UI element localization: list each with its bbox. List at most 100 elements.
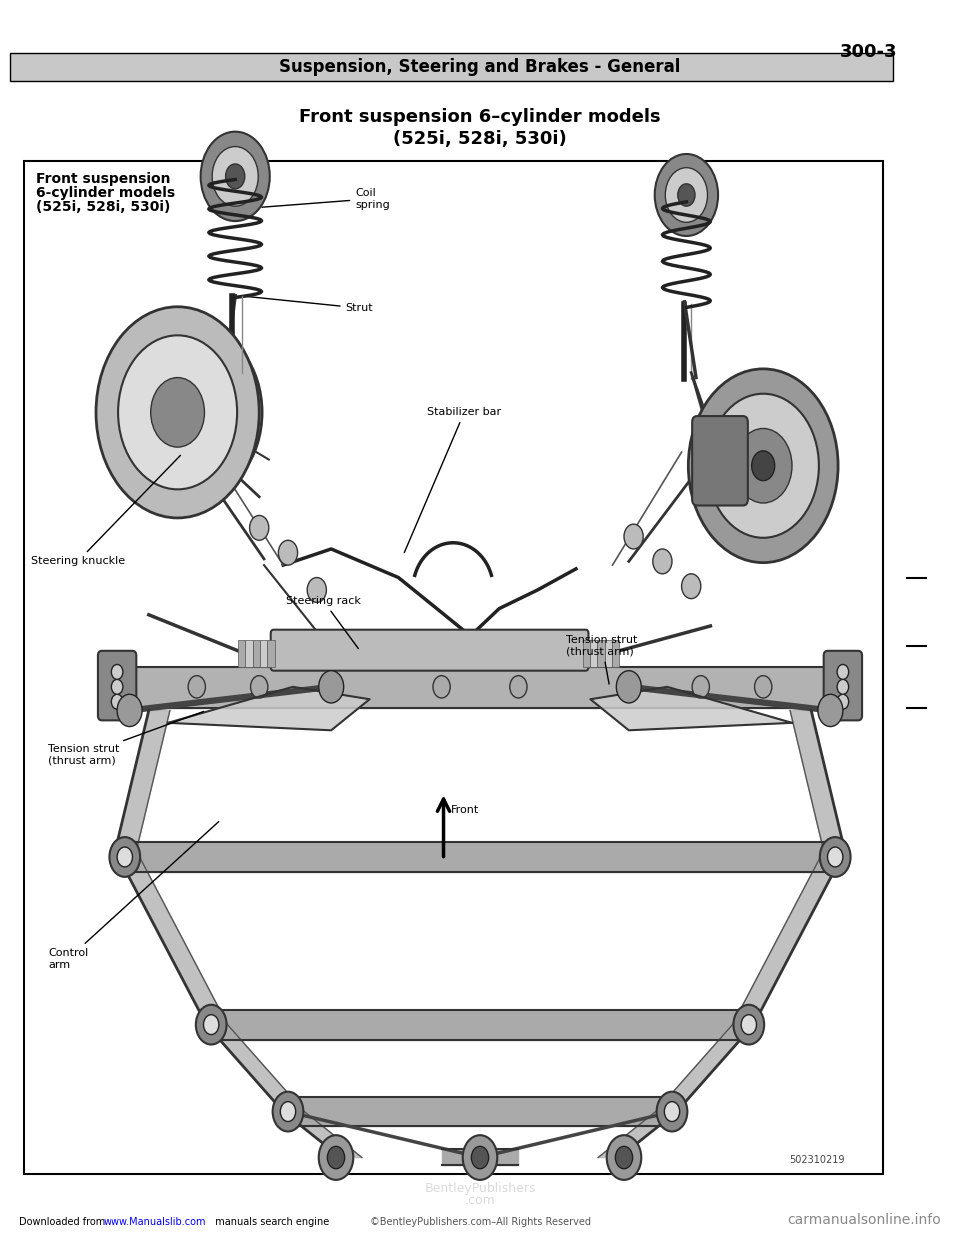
Text: Tension strut
(thrust arm): Tension strut (thrust arm) bbox=[48, 712, 204, 766]
Bar bbox=[583, 640, 590, 667]
Text: Suspension, Steering and Brakes - General: Suspension, Steering and Brakes - Genera… bbox=[279, 58, 681, 76]
Circle shape bbox=[828, 847, 843, 867]
Bar bbox=[605, 640, 612, 667]
Text: carmanualsonline.info: carmanualsonline.info bbox=[787, 1213, 941, 1227]
Bar bbox=[252, 640, 260, 667]
Text: Stabilizer bar: Stabilizer bar bbox=[404, 407, 501, 553]
Circle shape bbox=[733, 1005, 764, 1045]
Text: Steering rack: Steering rack bbox=[286, 596, 361, 648]
Circle shape bbox=[741, 1015, 756, 1035]
Circle shape bbox=[132, 328, 262, 497]
Circle shape bbox=[755, 676, 772, 698]
Circle shape bbox=[188, 676, 205, 698]
Circle shape bbox=[664, 1102, 680, 1122]
Circle shape bbox=[117, 694, 142, 727]
Bar bbox=[590, 640, 597, 667]
Bar bbox=[597, 640, 605, 667]
Polygon shape bbox=[590, 687, 792, 730]
Circle shape bbox=[837, 679, 849, 694]
Text: Steering knuckle: Steering knuckle bbox=[31, 456, 180, 566]
Circle shape bbox=[307, 578, 326, 602]
Text: (525i, 528i, 530i): (525i, 528i, 530i) bbox=[394, 130, 566, 148]
Circle shape bbox=[151, 378, 204, 447]
Circle shape bbox=[251, 676, 268, 698]
FancyBboxPatch shape bbox=[24, 161, 883, 1174]
FancyBboxPatch shape bbox=[824, 651, 862, 720]
Text: ©BentleyPublishers.com–All Rights Reserved: ©BentleyPublishers.com–All Rights Reserv… bbox=[370, 1217, 590, 1227]
Text: Control
arm: Control arm bbox=[48, 822, 219, 970]
Circle shape bbox=[692, 676, 709, 698]
Text: BentleyPublishers: BentleyPublishers bbox=[424, 1182, 536, 1195]
Circle shape bbox=[818, 694, 843, 727]
Text: .com: .com bbox=[465, 1195, 495, 1207]
Bar bbox=[238, 640, 246, 667]
Bar bbox=[612, 640, 619, 667]
FancyBboxPatch shape bbox=[10, 53, 893, 81]
Circle shape bbox=[226, 164, 245, 189]
Circle shape bbox=[615, 1146, 633, 1169]
Circle shape bbox=[319, 1135, 353, 1180]
FancyBboxPatch shape bbox=[271, 630, 588, 671]
Circle shape bbox=[149, 350, 245, 474]
Circle shape bbox=[655, 154, 718, 236]
Text: 6-cylinder models: 6-cylinder models bbox=[36, 186, 176, 200]
Circle shape bbox=[327, 1146, 345, 1169]
Circle shape bbox=[820, 837, 851, 877]
Circle shape bbox=[678, 184, 695, 206]
Circle shape bbox=[734, 428, 792, 503]
Circle shape bbox=[657, 1092, 687, 1131]
Circle shape bbox=[433, 676, 450, 698]
Text: Tension strut
(thrust arm): Tension strut (thrust arm) bbox=[566, 635, 637, 684]
Circle shape bbox=[173, 381, 221, 443]
Circle shape bbox=[688, 369, 838, 563]
Circle shape bbox=[682, 574, 701, 599]
Circle shape bbox=[111, 679, 123, 694]
Bar bbox=[260, 640, 267, 667]
Text: Coil
spring: Coil spring bbox=[262, 188, 390, 210]
Text: 502310219: 502310219 bbox=[789, 1155, 845, 1165]
Text: Front suspension: Front suspension bbox=[36, 173, 171, 186]
Polygon shape bbox=[598, 710, 845, 1158]
Circle shape bbox=[319, 671, 344, 703]
Circle shape bbox=[204, 1015, 219, 1035]
Circle shape bbox=[752, 451, 775, 481]
Circle shape bbox=[463, 1135, 497, 1180]
Circle shape bbox=[196, 1005, 227, 1045]
Circle shape bbox=[510, 676, 527, 698]
Circle shape bbox=[278, 540, 298, 565]
Circle shape bbox=[708, 394, 819, 538]
Circle shape bbox=[471, 1146, 489, 1169]
Text: Strut: Strut bbox=[241, 296, 373, 313]
Circle shape bbox=[624, 524, 643, 549]
Text: Front: Front bbox=[451, 805, 479, 815]
Circle shape bbox=[201, 132, 270, 221]
FancyBboxPatch shape bbox=[98, 651, 136, 720]
Circle shape bbox=[111, 694, 123, 709]
Circle shape bbox=[616, 671, 641, 703]
Text: www.Manualslib.com: www.Manualslib.com bbox=[104, 1217, 206, 1227]
Circle shape bbox=[273, 1092, 303, 1131]
Text: (525i, 528i, 530i): (525i, 528i, 530i) bbox=[36, 200, 171, 214]
Bar bbox=[267, 640, 275, 667]
Circle shape bbox=[111, 664, 123, 679]
Text: manuals search engine: manuals search engine bbox=[209, 1217, 329, 1227]
Circle shape bbox=[665, 168, 708, 222]
Circle shape bbox=[653, 549, 672, 574]
Text: Downloaded from: Downloaded from bbox=[19, 1217, 108, 1227]
Circle shape bbox=[96, 307, 259, 518]
Circle shape bbox=[109, 837, 140, 877]
Bar bbox=[246, 640, 252, 667]
Circle shape bbox=[212, 147, 258, 206]
Circle shape bbox=[118, 335, 237, 489]
Circle shape bbox=[607, 1135, 641, 1180]
Polygon shape bbox=[168, 687, 370, 730]
Circle shape bbox=[280, 1102, 296, 1122]
Circle shape bbox=[187, 400, 206, 425]
Text: Front suspension 6–cylinder models: Front suspension 6–cylinder models bbox=[300, 108, 660, 125]
Circle shape bbox=[837, 664, 849, 679]
Circle shape bbox=[250, 515, 269, 540]
Polygon shape bbox=[115, 710, 362, 1158]
Text: 300-3: 300-3 bbox=[840, 43, 898, 61]
Circle shape bbox=[117, 847, 132, 867]
Circle shape bbox=[837, 694, 849, 709]
